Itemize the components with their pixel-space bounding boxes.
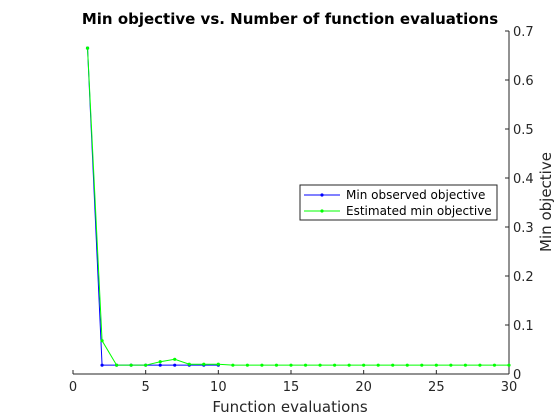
legend-marker (320, 193, 324, 197)
data-point (158, 363, 162, 367)
data-point (129, 363, 133, 367)
x-tick-label: 0 (69, 380, 77, 395)
data-point (347, 363, 351, 367)
data-point (362, 363, 366, 367)
x-tick-label: 30 (501, 380, 518, 395)
data-point (420, 363, 424, 367)
x-tick-label: 20 (355, 380, 372, 395)
data-point (144, 363, 148, 367)
y-tick-label: 0 (513, 368, 521, 383)
x-tick-label: 15 (283, 380, 300, 395)
y-axis: 0 0.1 0.2 0.3 0.4 0.5 0.6 0.7 (505, 25, 534, 383)
y-tick-label: 0.4 (513, 172, 534, 187)
data-point (507, 363, 511, 367)
data-point (478, 363, 482, 367)
data-point (245, 363, 249, 367)
data-point (405, 363, 409, 367)
y-tick-label: 0.3 (513, 221, 534, 236)
legend-label: Estimated min objective (346, 204, 492, 218)
data-point (434, 363, 438, 367)
x-tick-label: 25 (428, 380, 445, 395)
data-point (289, 363, 293, 367)
x-tick-label: 5 (142, 380, 150, 395)
data-point (333, 363, 337, 367)
chart-title: Min objective vs. Number of function eva… (82, 10, 498, 28)
y-tick-label: 0.2 (513, 270, 534, 285)
data-point (463, 363, 467, 367)
series-line (87, 48, 509, 366)
legend-item: Estimated min objective (304, 204, 492, 218)
x-tick-label: 10 (210, 380, 227, 395)
y-tick-label: 0.6 (513, 74, 534, 89)
data-point (449, 363, 453, 367)
data-point (391, 363, 395, 367)
legend-label: Min observed objective (346, 188, 485, 202)
data-point (115, 363, 119, 367)
data-point (376, 363, 380, 367)
x-axis: 0 5 10 15 20 25 30 (69, 370, 517, 395)
series-estimated-min-objective (85, 46, 511, 367)
y-axis-title: Min objective (537, 152, 555, 252)
data-point (158, 360, 162, 364)
legend-marker (320, 209, 324, 213)
data-point (303, 363, 308, 367)
x-axis-title: Function evaluations (212, 398, 367, 416)
data-point (231, 363, 235, 367)
legend-item: Min observed objective (304, 188, 485, 202)
data-point (100, 363, 104, 367)
y-tick-label: 0.1 (513, 319, 534, 334)
data-point (187, 362, 191, 366)
y-tick-label: 0.5 (513, 123, 534, 138)
data-point (274, 363, 279, 367)
data-point (85, 46, 90, 50)
series-line (87, 48, 219, 366)
series-layer (85, 46, 511, 367)
y-tick-label: 0.7 (513, 25, 534, 40)
data-point (216, 362, 220, 366)
data-point (492, 363, 497, 367)
legend-box (299, 184, 498, 221)
data-point (318, 363, 322, 367)
data-point (173, 363, 177, 367)
legend: Min observed objective Estimated min obje… (299, 184, 498, 221)
data-point (260, 363, 264, 367)
data-point (100, 339, 104, 343)
data-point (173, 357, 177, 361)
data-point (202, 362, 206, 366)
